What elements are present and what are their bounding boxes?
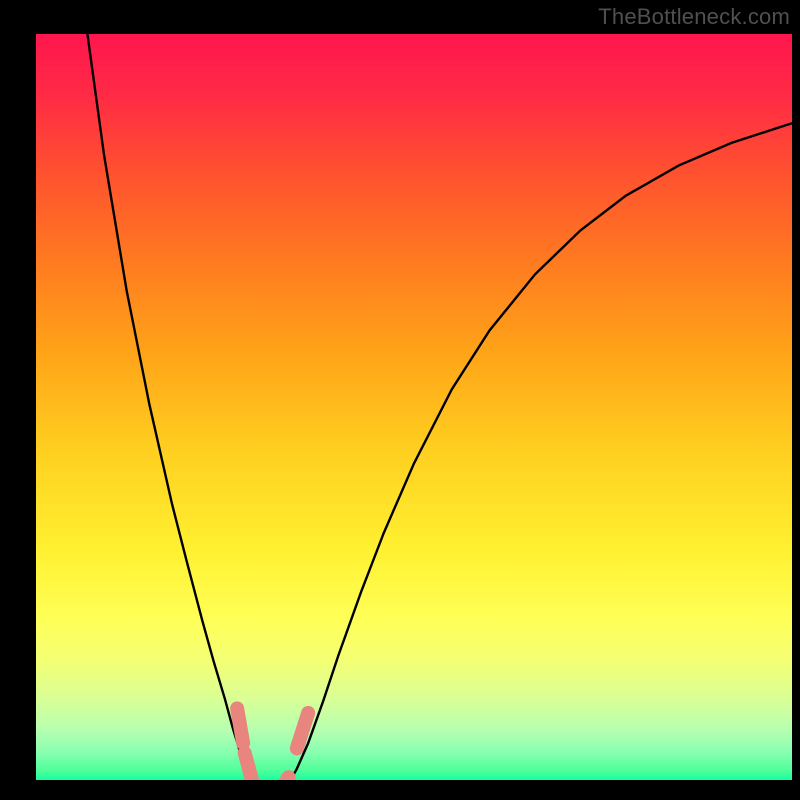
gradient-background (36, 34, 792, 790)
plot-area (36, 34, 792, 790)
watermark-text: TheBottleneck.com (598, 4, 790, 30)
marker-segment (237, 708, 243, 743)
plot-svg (36, 34, 792, 790)
bottom-axis-band (36, 780, 792, 790)
chart-frame: TheBottleneck.com (0, 0, 800, 800)
